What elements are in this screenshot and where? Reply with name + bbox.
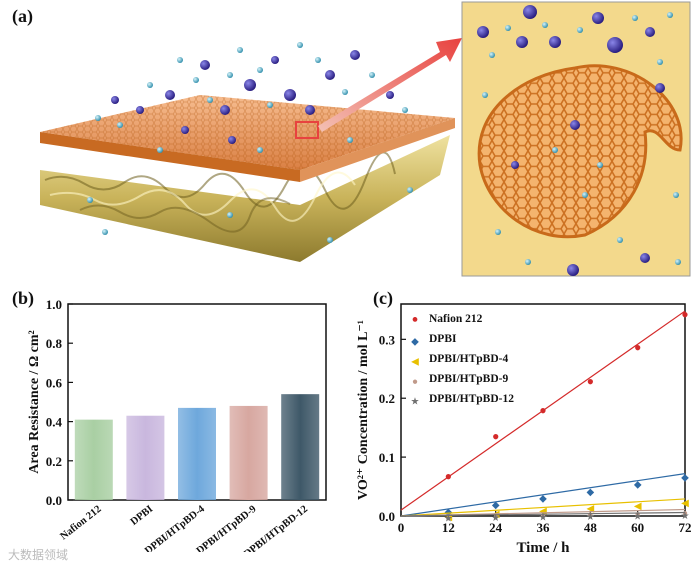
- data-point-dpbi-htpbd-9: ●: [587, 510, 593, 521]
- data-point-dpbi-htpbd-12: ★: [444, 514, 453, 525]
- legend-label: DPBI/HTpBD-9: [429, 373, 508, 385]
- legend-marker: ◆: [411, 336, 419, 347]
- legend-label: DPBI: [429, 333, 457, 345]
- porous-substrate: [40, 135, 450, 262]
- panel-label-a: (a): [12, 6, 33, 26]
- data-point-dpbi-htpbd-9: ●: [445, 513, 451, 524]
- y-tick-label: 0.6: [46, 375, 63, 390]
- y-axis-label: Area Resistance / Ω cm²: [27, 330, 42, 473]
- legend-label: DPBI/HTpBD-12: [429, 393, 514, 405]
- data-point-dpbi-htpbd-9: ●: [540, 511, 546, 522]
- data-point-dpbi-htpbd-4: ◀: [539, 506, 547, 517]
- legend-marker: ★: [411, 396, 420, 407]
- bar-dpbi-htpbd-4: [178, 407, 216, 500]
- data-point-dpbi: ◆: [634, 480, 642, 491]
- x-tick-label: 24: [489, 520, 503, 535]
- y-axis-label: VO²⁺ Concentration / mol L⁻¹: [356, 320, 371, 500]
- fit-line-dpbi: [400, 473, 686, 517]
- y-tick-label: 0.3: [379, 332, 396, 347]
- x-tick-label: Nafion 212: [58, 504, 103, 543]
- panel-label-b: (b): [12, 288, 34, 308]
- data-point-dpbi: ◆: [539, 494, 547, 505]
- bar-dpbi: [126, 415, 165, 500]
- panel-label-c: (c): [373, 288, 393, 308]
- data-point-dpbi: ◆: [681, 472, 689, 483]
- fit-line-dpbi-htpbd-12: [400, 511, 686, 517]
- data-point-nafion-212: •: [634, 335, 642, 360]
- y-tick-label: 1.0: [46, 297, 62, 312]
- fit-line-nafion-212: [400, 310, 686, 511]
- data-point-dpbi-htpbd-4: ◀: [444, 512, 452, 523]
- fit-line-dpbi-htpbd-4: [400, 498, 686, 517]
- data-point-dpbi-htpbd-12: ★: [539, 513, 548, 524]
- x-tick-label: DPBI: [129, 504, 156, 528]
- legend-marker: ●: [412, 376, 418, 387]
- data-point-dpbi-htpbd-12: ★: [681, 511, 690, 522]
- x-tick-label: 0: [398, 520, 405, 535]
- bar-dpbi-htpbd-12: [281, 394, 320, 500]
- scatter-chart-vo2-concentration: 01224364860720.00.10.20.3••••••◆◆◆◆◆◆◀◀◀…: [356, 302, 692, 552]
- y-tick-label: 0.0: [379, 509, 395, 524]
- data-point-dpbi-htpbd-9: ●: [493, 512, 499, 523]
- y-tick-label: 0.2: [46, 454, 62, 469]
- data-point-dpbi-htpbd-9: ●: [682, 508, 688, 519]
- y-tick-label: 0.2: [379, 391, 395, 406]
- data-point-nafion-212: •: [492, 424, 500, 449]
- x-axis-label: Time / h: [516, 540, 570, 552]
- y-tick-label: 0.1: [379, 450, 395, 465]
- bar-nafion-212: [74, 419, 113, 500]
- x-tick-label: 36: [537, 520, 551, 535]
- inset-zoom-panel: [461, 1, 691, 277]
- x-tick-label: 48: [584, 520, 598, 535]
- data-point-nafion-212: •: [681, 302, 689, 327]
- schematic-illustration: [40, 1, 691, 277]
- y-tick-label: 0.4: [46, 415, 63, 430]
- ion-cloud: [87, 42, 413, 243]
- data-point-dpbi-htpbd-4: ◀: [634, 501, 642, 512]
- y-tick-label: 0.8: [46, 336, 63, 351]
- legend-label: DPBI/HTpBD-4: [429, 353, 508, 365]
- data-point-dpbi-htpbd-9: ●: [635, 509, 641, 520]
- zoom-arrow: [318, 38, 462, 132]
- data-point-dpbi-htpbd-4: ◀: [586, 504, 594, 515]
- legend-marker: •: [411, 310, 418, 332]
- data-point-dpbi-htpbd-12: ★: [491, 513, 500, 524]
- data-point-dpbi: ◆: [492, 500, 500, 511]
- data-point-dpbi-htpbd-12: ★: [633, 511, 642, 522]
- zoom-region-marker: [295, 121, 319, 139]
- x-tick-label: 12: [442, 520, 455, 535]
- legend-marker: ◀: [411, 356, 419, 367]
- x-tick-label: 60: [631, 520, 644, 535]
- data-point-dpbi-htpbd-4: ◀: [681, 498, 689, 509]
- legend-label: Nafion 212: [429, 313, 483, 325]
- bar-dpbi-htpbd-9: [229, 405, 268, 500]
- y-tick-label: 0.0: [46, 493, 62, 508]
- data-point-dpbi: ◆: [586, 487, 594, 498]
- data-point-nafion-212: •: [444, 464, 452, 489]
- data-point-nafion-212: •: [586, 369, 594, 394]
- x-tick-label: 72: [679, 520, 692, 535]
- data-point-dpbi-htpbd-12: ★: [586, 512, 595, 523]
- data-point-nafion-212: •: [539, 398, 547, 423]
- watermark: 大数据领域: [8, 548, 69, 562]
